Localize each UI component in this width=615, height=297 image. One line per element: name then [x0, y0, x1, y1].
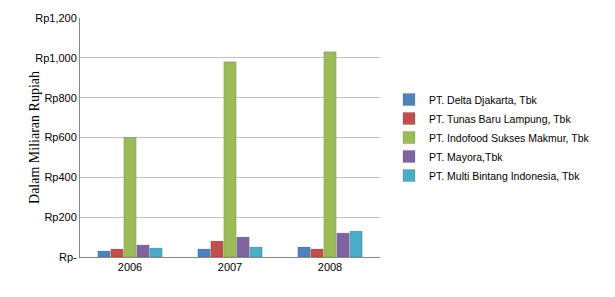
- svg-text:Rp200: Rp200: [44, 211, 76, 223]
- svg-text:Rp1,200: Rp1,200: [35, 12, 77, 24]
- svg-text:PT. Tunas Baru Lampung, Tbk: PT. Tunas Baru Lampung, Tbk: [429, 113, 571, 125]
- svg-text:PT. Mayora,Tbk: PT. Mayora,Tbk: [429, 151, 503, 163]
- svg-text:2006: 2006: [118, 261, 142, 273]
- svg-text:Dalam Miliaran Rupiah: Dalam Miliaran Rupiah: [27, 71, 42, 204]
- svg-text:Rp-: Rp-: [59, 251, 77, 263]
- svg-text:Rp400: Rp400: [44, 171, 76, 183]
- svg-text:2008: 2008: [318, 261, 342, 273]
- svg-text:PT. Multi Bintang Indonesia, T: PT. Multi Bintang Indonesia, Tbk: [429, 170, 580, 182]
- svg-text:Rp1,000: Rp1,000: [35, 52, 77, 64]
- svg-text:2007: 2007: [218, 261, 242, 273]
- svg-text:Rp800: Rp800: [44, 92, 76, 104]
- svg-text:Rp600: Rp600: [44, 131, 76, 143]
- svg-text:PT. Delta Djakarta, Tbk: PT. Delta Djakarta, Tbk: [429, 94, 538, 106]
- svg-text:PT. Indofood Sukses Makmur, Tb: PT. Indofood Sukses Makmur, Tbk: [429, 132, 589, 144]
